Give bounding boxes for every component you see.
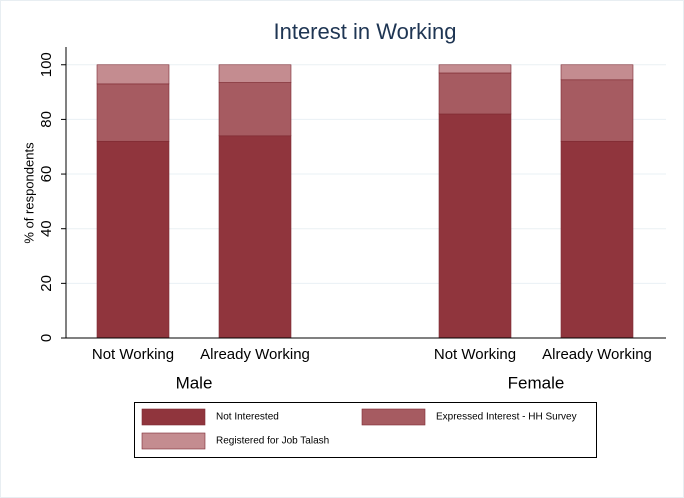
bar-segment bbox=[96, 64, 170, 85]
bar-segment bbox=[560, 64, 634, 81]
x-tick-label: Not Working bbox=[92, 346, 174, 363]
group-label: Male bbox=[176, 373, 213, 392]
y-axis-title: % of respondents bbox=[21, 142, 36, 244]
bar-segment bbox=[438, 113, 512, 339]
x-tick-label: Already Working bbox=[200, 346, 310, 363]
legend-swatch bbox=[141, 432, 206, 450]
y-tick-label: 0 bbox=[38, 334, 55, 342]
legend-swatch bbox=[361, 408, 426, 426]
bar-segment bbox=[96, 140, 170, 339]
bar-segment bbox=[96, 83, 170, 142]
bar-segment bbox=[218, 135, 292, 339]
legend-label: Registered for Job Talash bbox=[216, 436, 329, 447]
bar-segment bbox=[438, 72, 512, 115]
bar-segment bbox=[560, 140, 634, 339]
bar-segment bbox=[438, 64, 512, 74]
y-tick-label: 80 bbox=[38, 111, 55, 128]
bar-segment bbox=[218, 82, 292, 137]
x-tick-label: Not Working bbox=[434, 346, 516, 363]
chart-title: Interest in Working bbox=[273, 19, 456, 44]
group-label: Female bbox=[508, 373, 565, 392]
bar-segment bbox=[560, 79, 634, 142]
y-tick-label: 40 bbox=[38, 220, 55, 237]
y-tick-label: 100 bbox=[38, 52, 55, 77]
x-tick-label: Already Working bbox=[542, 346, 652, 363]
bar-segment bbox=[218, 64, 292, 83]
legend-label: Expressed Interest - HH Survey bbox=[436, 412, 577, 423]
y-tick-label: 20 bbox=[38, 275, 55, 292]
legend-label: Not Interested bbox=[216, 412, 279, 423]
legend-swatch bbox=[141, 408, 206, 426]
y-tick-label: 60 bbox=[38, 166, 55, 183]
